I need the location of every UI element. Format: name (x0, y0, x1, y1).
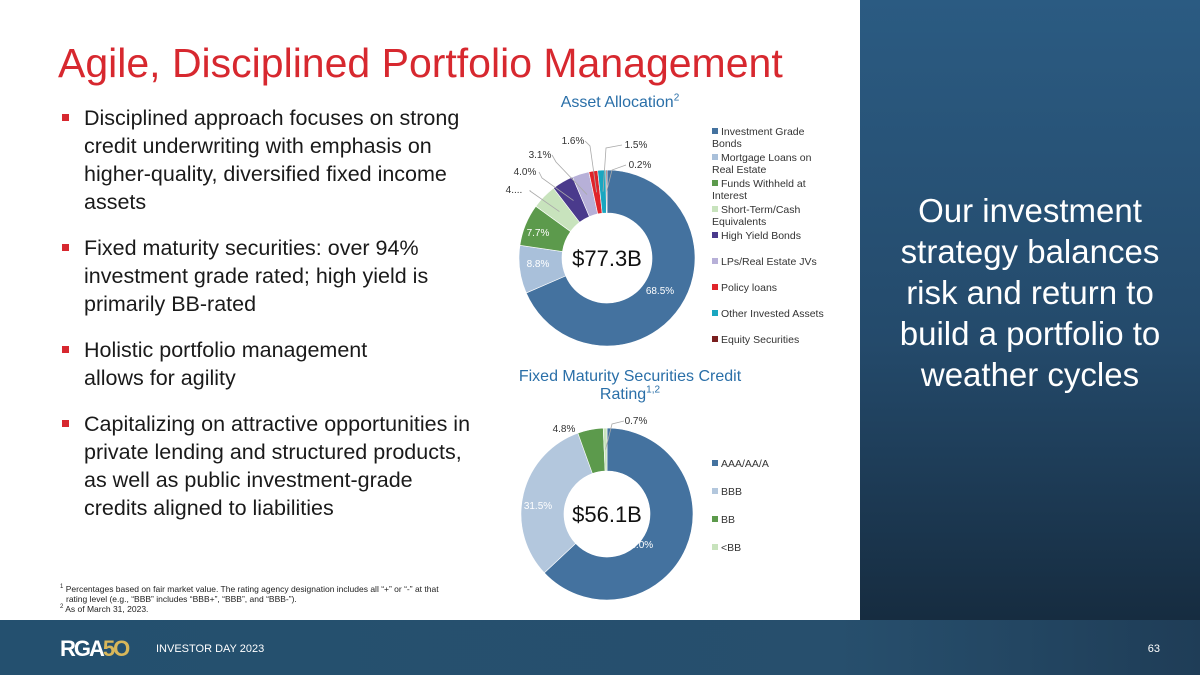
slice-label: 1.6% (562, 136, 585, 147)
leader-line (551, 154, 588, 195)
legend-label: <BB (721, 542, 742, 554)
chart1-title-sup: 2 (673, 92, 680, 104)
slice-label: 4.... (506, 185, 523, 196)
legend-swatch-icon (712, 310, 718, 316)
legend-label: LPs/Real Estate JVs (721, 256, 817, 268)
legend-label: AAA/AA/A (721, 458, 769, 470)
bullet-item: Capitalizing on attractive opportunities… (60, 410, 480, 522)
bullet-square-icon (62, 420, 69, 427)
leader-line (584, 140, 597, 193)
chart1-title: Asset Allocation2 (520, 92, 720, 112)
legend-swatch-icon (712, 516, 718, 522)
legend-swatch-icon (712, 128, 718, 134)
slice-label: 8.8% (527, 259, 550, 270)
bullet-list: Disciplined approach focuses on strong c… (60, 104, 480, 540)
legend-item: Mortgage Loans on Real Estate (712, 152, 832, 176)
legend-swatch-icon (712, 460, 718, 466)
bullet-text: Holistic portfolio management allows for… (84, 338, 368, 390)
bullet-text: Disciplined approach focuses on strong c… (84, 106, 460, 214)
legend-swatch-icon (712, 258, 718, 264)
legend-item: AAA/AA/A (712, 458, 769, 470)
donut-hole (564, 471, 650, 557)
slice-label: 0.7% (625, 416, 648, 427)
bullet-square-icon (62, 244, 69, 251)
asset-allocation-donut: 68.5% 8.8% 7.7% 4.... 4.0% 3.1% 1.6% 1.5% 0.2% $7… (506, 136, 696, 347)
legend-item: LPs/Real Estate JVs (712, 256, 832, 268)
bullet-item: Disciplined approach focuses on strong c… (60, 104, 480, 216)
legend-item: Investment Grade Bonds (712, 126, 832, 150)
leader-line (605, 420, 625, 450)
legend-label: Investment Grade Bonds (712, 126, 805, 150)
footnote-2: 2 As of March 31, 2023. (60, 604, 149, 614)
legend-label: Mortgage Loans on Real Estate (712, 152, 812, 176)
legend-swatch-icon (712, 206, 718, 212)
slice-label: 68.5% (646, 286, 674, 297)
sidebar-panel: Our investment strategy balances risk an… (860, 0, 1200, 620)
footer: RGA5O INVESTOR DAY 2023 63 (0, 620, 1200, 675)
legend-swatch-icon (712, 488, 718, 494)
legend-item: BB (712, 514, 735, 526)
footer-event: INVESTOR DAY 2023 (156, 643, 265, 655)
slice-label: 7.7% (527, 228, 550, 239)
legend-item: <BB (712, 542, 741, 554)
legend-swatch-icon (712, 336, 718, 342)
slice-label: 3.1% (529, 150, 552, 161)
slice-label: 0.2% (629, 160, 652, 171)
legend-item: Equity Securities (712, 334, 799, 346)
footnote-1-text: Percentages based on fair market value. … (65, 584, 439, 604)
legend-swatch-icon (712, 180, 718, 186)
slice-label: 4.8% (553, 424, 576, 435)
donut-center-total: $77.3B (572, 246, 642, 271)
legend-item: Funds Withheld at Interest (712, 178, 832, 202)
legend-label: High Yield Bonds (721, 230, 801, 242)
legend-label: Policy loans (721, 282, 778, 294)
slide-main: Agile, Disciplined Portfolio Management … (58, 40, 832, 614)
legend-item: Other Invested Assets (712, 308, 832, 320)
footnote-1: 1 Percentages based on fair market value… (60, 584, 439, 604)
slice-label: 31.5% (524, 501, 552, 512)
legend-label: BBB (721, 486, 743, 498)
legend-item: High Yield Bonds (712, 230, 801, 242)
legend-label: Short-Term/Cash Equivalents (712, 204, 801, 228)
legend-label: BB (721, 514, 736, 526)
bullet-square-icon (62, 346, 69, 353)
legend-label: Funds Withheld at Interest (712, 178, 806, 202)
legend-swatch-icon (712, 232, 718, 238)
leader-line (606, 164, 627, 192)
donut-hole (562, 213, 652, 303)
legend-swatch-icon (712, 284, 718, 290)
footnote-2-text: As of March 31, 2023. (65, 604, 149, 614)
bullet-text: Fixed maturity securities: over 94% inve… (84, 236, 429, 316)
slice-label: 4.0% (514, 167, 537, 178)
leader-line (602, 144, 623, 192)
legend-item: BBB (712, 486, 742, 498)
chart1-title-text: Asset Allocation (560, 94, 674, 111)
slide-title: Agile, Disciplined Portfolio Management (58, 40, 783, 86)
slice-label: 63.0% (625, 540, 653, 551)
legend-item: Short-Term/Cash Equivalents (712, 204, 832, 228)
footnotes: 1 Percentages based on fair market value… (60, 584, 440, 614)
slice-label: 1.5% (625, 140, 648, 151)
legend-swatch-icon (712, 544, 718, 550)
legend-item: Policy loans (712, 282, 777, 294)
bullet-square-icon (62, 114, 69, 121)
sidebar-message: Our investment strategy balances risk an… (899, 192, 1161, 393)
legend-label: Other Invested Assets (721, 308, 824, 320)
leader-line (538, 171, 574, 201)
legend-swatch-icon (712, 154, 718, 160)
donut-center-total: $56.1B (572, 502, 642, 527)
bullet-text: Capitalizing on attractive opportunities… (84, 412, 471, 520)
credit-rating-donut: 63.0% 31.5% 4.8% 0.7% $56.1B (520, 416, 694, 601)
leader-line (529, 190, 560, 212)
chart2-title: Fixed Maturity Securities Credit Rating1… (515, 368, 745, 404)
chart2-title-text: Fixed Maturity Securities Credit Rating (518, 368, 742, 403)
bullet-item: Holistic portfolio management allows for… (60, 336, 480, 392)
bullet-item: Fixed maturity securities: over 94% inve… (60, 234, 480, 318)
rga50-logo: RGA5O (60, 636, 130, 661)
chart2-title-sup: 1,2 (646, 384, 661, 396)
page-number: 63 (1147, 643, 1160, 655)
legend-label: Equity Securities (721, 334, 800, 346)
